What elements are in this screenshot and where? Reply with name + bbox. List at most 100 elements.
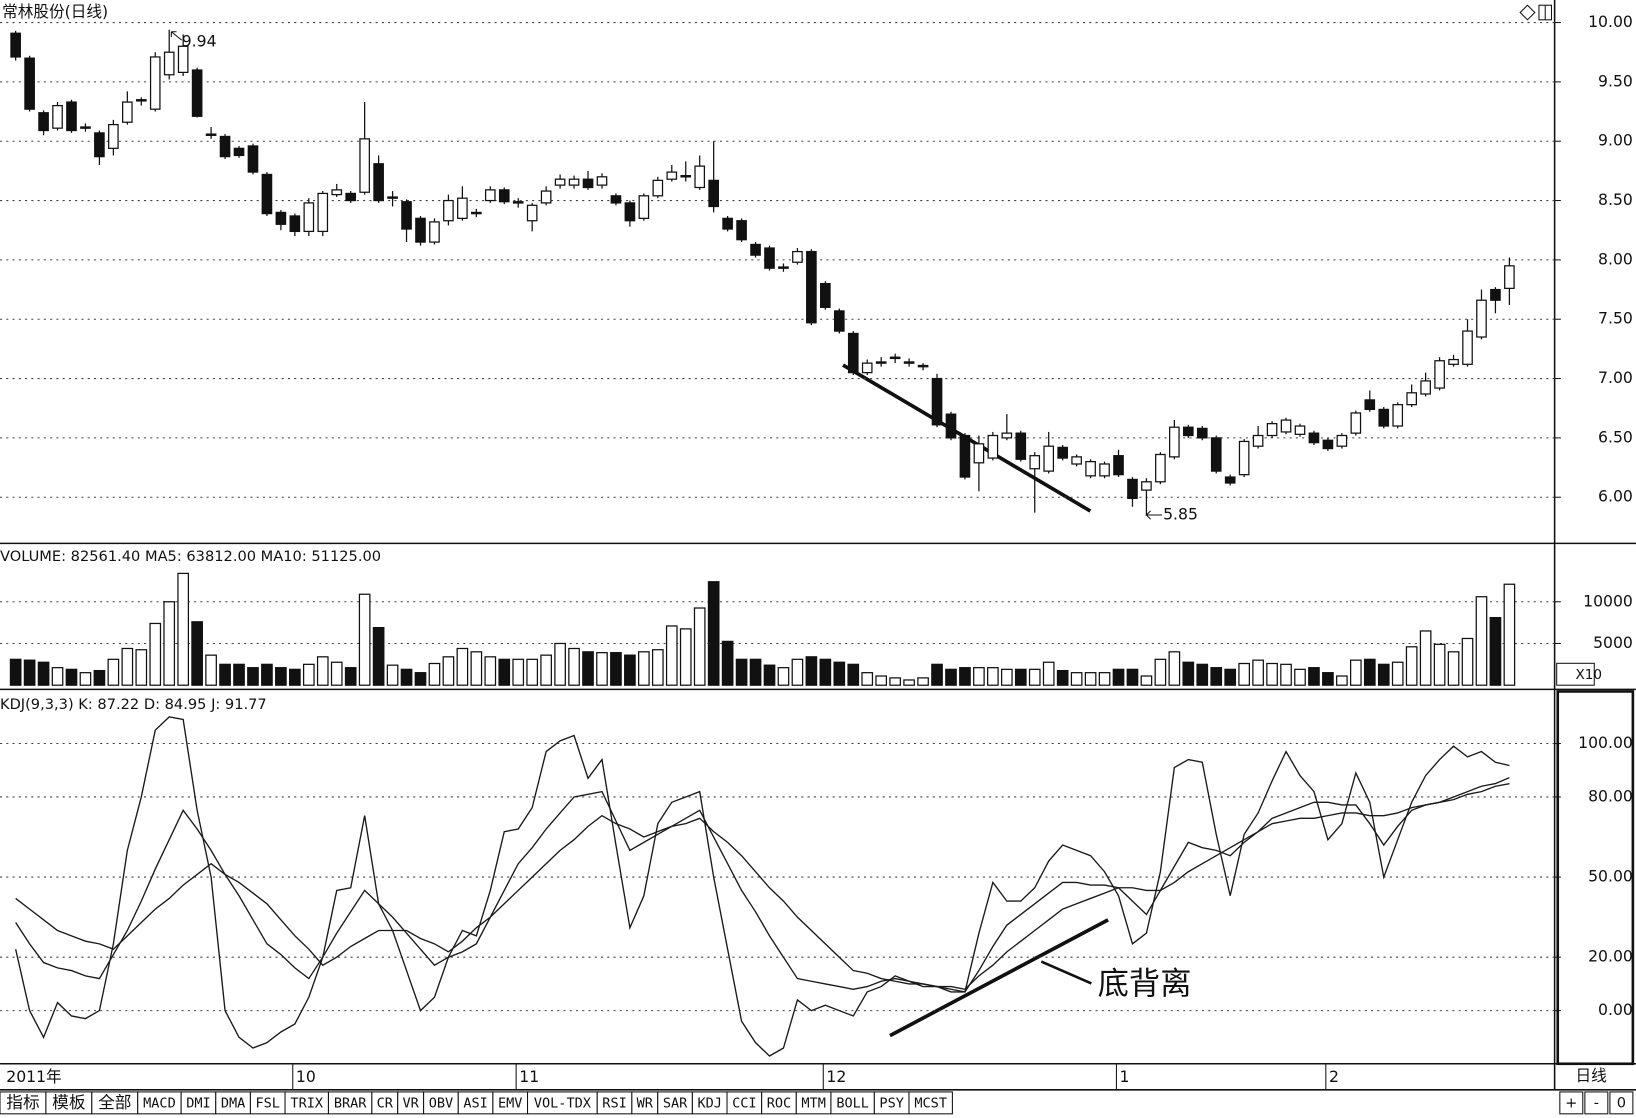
volume-bar bbox=[554, 642, 566, 686]
candle-body bbox=[1210, 437, 1222, 472]
candle-body bbox=[1322, 439, 1334, 450]
zoom-button[interactable] bbox=[1584, 1091, 1609, 1115]
volume-bar bbox=[498, 658, 511, 686]
candle-body bbox=[345, 192, 357, 202]
y-tick-label: 7.00 bbox=[1598, 368, 1633, 387]
volume-bar bbox=[23, 659, 36, 686]
tab-label[interactable]: MTM bbox=[801, 1095, 825, 1111]
candle-body bbox=[275, 211, 287, 225]
volume-bar bbox=[749, 658, 762, 686]
candle-body bbox=[778, 266, 789, 269]
candle-body bbox=[52, 104, 63, 129]
tab-label[interactable]: BRAR bbox=[334, 1095, 367, 1111]
tab-label[interactable]: ROC bbox=[767, 1095, 791, 1111]
tab-label[interactable]: PSY bbox=[879, 1095, 903, 1111]
y-tick-label: 9.00 bbox=[1598, 131, 1633, 150]
candle-body bbox=[736, 220, 747, 241]
candle-body bbox=[1029, 455, 1041, 470]
volume-bar bbox=[121, 647, 134, 686]
tab-label[interactable]: 全部 bbox=[98, 1093, 131, 1112]
tab-label[interactable]: CR bbox=[377, 1095, 394, 1111]
tab-label[interactable]: DMA bbox=[221, 1095, 245, 1111]
zoom-button-label[interactable]: + bbox=[1565, 1094, 1577, 1111]
volume-bar bbox=[707, 581, 720, 686]
tab-label[interactable]: SAR bbox=[663, 1095, 688, 1111]
candle-body bbox=[945, 413, 957, 439]
volume-bar bbox=[1266, 662, 1278, 686]
tab-label[interactable]: ASI bbox=[463, 1095, 487, 1111]
tab-label[interactable]: VOL-TDX bbox=[534, 1095, 592, 1111]
volume-bar bbox=[638, 651, 650, 686]
low-marker bbox=[1145, 510, 1163, 520]
volume-bar bbox=[1056, 669, 1069, 686]
volume-bar bbox=[1224, 668, 1237, 686]
candle-body bbox=[987, 434, 999, 459]
tab-label[interactable]: MACD bbox=[143, 1095, 176, 1111]
candle-body bbox=[1448, 358, 1459, 365]
x-tick-label: 12 bbox=[826, 1067, 846, 1086]
candle-body bbox=[1490, 288, 1501, 301]
tab-label[interactable]: DMI bbox=[186, 1095, 210, 1111]
volume-bar bbox=[233, 663, 245, 686]
volume-bar bbox=[1070, 672, 1083, 686]
volume-bar bbox=[289, 668, 301, 686]
candle-body bbox=[582, 178, 594, 189]
volume-bar bbox=[219, 663, 231, 686]
volume-bar bbox=[665, 625, 678, 686]
tab-label[interactable]: BOLL bbox=[836, 1095, 869, 1111]
volume-bar bbox=[1154, 658, 1167, 686]
volume-bar bbox=[1447, 651, 1460, 686]
high-label: 9.94 bbox=[182, 32, 217, 51]
candle-body bbox=[1071, 456, 1082, 465]
tab-label[interactable]: EMV bbox=[498, 1095, 522, 1111]
candle-body bbox=[833, 310, 845, 332]
candle-body bbox=[1378, 408, 1390, 427]
diamond-icon[interactable] bbox=[1519, 4, 1536, 21]
candle-body bbox=[652, 179, 664, 197]
candle-body bbox=[764, 247, 775, 269]
candle-body bbox=[708, 179, 719, 208]
kdj-line bbox=[15, 783, 1510, 990]
zoom-button[interactable] bbox=[1609, 1091, 1634, 1115]
tab-label[interactable]: OBV bbox=[429, 1095, 453, 1111]
tab-label[interactable]: FSL bbox=[255, 1095, 279, 1111]
tab-label[interactable]: TRIX bbox=[290, 1095, 323, 1111]
candle-body bbox=[1169, 426, 1180, 458]
volume-bar bbox=[582, 651, 594, 686]
volume-bar bbox=[1014, 668, 1027, 686]
candle-body bbox=[861, 362, 873, 374]
volume-scale-label: X10 bbox=[1575, 667, 1602, 683]
tab[interactable] bbox=[908, 1091, 953, 1115]
candle-body bbox=[331, 189, 343, 196]
tab-label[interactable]: WR bbox=[637, 1095, 654, 1111]
tab-label[interactable]: VR bbox=[403, 1095, 420, 1111]
zoom-button-label[interactable]: - bbox=[1594, 1094, 1599, 1111]
candle-body bbox=[135, 99, 147, 102]
zoom-button[interactable] bbox=[1559, 1091, 1584, 1115]
zoom-button-label[interactable]: 0 bbox=[1617, 1094, 1626, 1111]
volume-bar bbox=[847, 663, 860, 686]
tab-label[interactable]: MCST bbox=[914, 1095, 947, 1111]
volume-bar bbox=[959, 667, 971, 686]
volume-bar bbox=[149, 622, 162, 686]
volume-bar bbox=[1210, 667, 1223, 686]
volume-bar bbox=[1391, 661, 1404, 686]
volume-bar bbox=[861, 672, 874, 686]
volume-bar bbox=[1112, 668, 1125, 686]
candle-body bbox=[108, 123, 119, 149]
tab-label[interactable]: CCI bbox=[732, 1095, 756, 1111]
candle-body bbox=[1057, 446, 1068, 459]
candle-body bbox=[1266, 423, 1278, 437]
volume-bar bbox=[805, 656, 818, 686]
candle-body bbox=[163, 51, 175, 76]
volume-bar bbox=[163, 601, 176, 686]
volume-bar bbox=[833, 661, 846, 686]
tab-label[interactable]: 模板 bbox=[52, 1093, 86, 1112]
tab-label[interactable]: 指标 bbox=[6, 1093, 39, 1112]
tab-label[interactable]: KDJ bbox=[697, 1095, 721, 1111]
candle-body bbox=[205, 133, 217, 136]
candle-body bbox=[1280, 419, 1292, 433]
volume-bar bbox=[735, 658, 748, 686]
tab-label[interactable]: RSI bbox=[602, 1095, 626, 1111]
